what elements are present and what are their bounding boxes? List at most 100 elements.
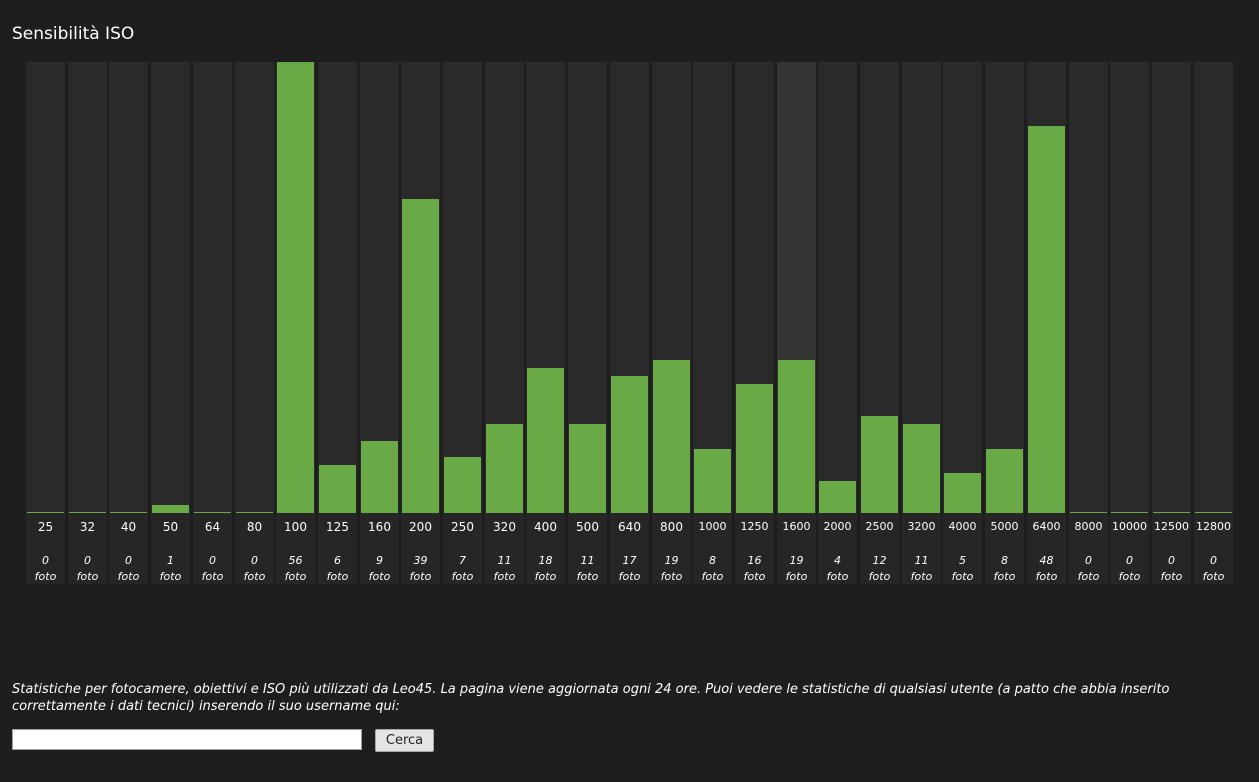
data-label-unit: foto [826,570,849,583]
bar-column-2000[interactable]: 2000 4 foto [818,62,857,584]
data-label-unit: foto [660,570,683,583]
bar-125 [319,465,356,513]
bar-column-100[interactable]: 100 56 foto [276,62,315,584]
data-label-unit: foto [201,570,224,583]
bar-column-6400[interactable]: 6400 48 foto [1027,62,1066,584]
bar-column-50[interactable]: 50 1 foto [151,62,190,584]
bar-column-2500[interactable]: 2500 12 foto [860,62,899,584]
tick-label-200: 200 [409,520,432,534]
tick-label-2500: 2500 [865,520,894,533]
bar-2500 [861,416,898,513]
search-button[interactable]: Cerca [375,729,434,752]
label-box [818,513,857,584]
bar-track [26,62,65,513]
label-box [985,513,1024,584]
label-box [151,513,190,584]
bar-column-640[interactable]: 640 17 foto [610,62,649,584]
bar-track [735,62,774,513]
bar-track [943,62,982,513]
tick-label-2000: 2000 [823,520,852,533]
bar-5000 [986,449,1023,513]
bar-column-1600[interactable]: 1600 19 foto [777,62,816,584]
data-label-count: 8 [1001,554,1008,567]
bar-column-800[interactable]: 800 19 foto [652,62,691,584]
bar-column-500[interactable]: 500 11 foto [568,62,607,584]
bar-column-250[interactable]: 250 7 foto [443,62,482,584]
bar-column-400[interactable]: 400 18 foto [526,62,565,584]
bar-column-12800[interactable]: 12800 0 foto [1194,62,1233,584]
data-label-count: 0 [1168,554,1175,567]
username-search-input[interactable] [12,729,362,750]
bar-track [276,62,315,513]
bar-column-160[interactable]: 160 9 foto [360,62,399,584]
data-label-unit: foto [493,570,516,583]
data-label-count: 0 [42,554,49,567]
tick-label-8000: 8000 [1074,520,1103,533]
data-label-unit: foto [1160,570,1183,583]
data-label-unit: foto [868,570,891,583]
bar-track [443,62,482,513]
bar-track [902,62,941,513]
bar-column-80[interactable]: 80 0 foto [235,62,274,584]
data-label-count: 19 [789,554,804,567]
bar-column-1250[interactable]: 1250 16 foto [735,62,774,584]
data-label-unit: foto [1118,570,1141,583]
data-label-unit: foto [1077,570,1100,583]
bar-track [1194,62,1233,513]
data-label-count: 11 [580,554,595,567]
tick-label-800: 800 [660,520,683,534]
bar-track [1110,62,1149,513]
bar-100 [277,62,314,513]
tick-label-80: 80 [246,520,263,534]
bar-column-8000[interactable]: 8000 0 foto [1069,62,1108,584]
bar-column-200[interactable]: 200 39 foto [401,62,440,584]
bar-column-25[interactable]: 25 0 foto [26,62,65,584]
bar-track [360,62,399,513]
data-label-unit: foto [326,570,349,583]
bar-160 [361,441,398,513]
bar-column-32[interactable]: 32 0 foto [68,62,107,584]
bar-1000 [694,449,731,513]
tick-label-500: 500 [576,520,599,534]
data-label-count: 7 [459,554,466,567]
bar-column-64[interactable]: 64 0 foto [193,62,232,584]
tick-label-640: 640 [618,520,641,534]
label-box [526,513,565,584]
bar-track [193,62,232,513]
tick-label-64: 64 [204,520,221,534]
tick-label-6400: 6400 [1032,520,1061,533]
bar-column-1000[interactable]: 1000 8 foto [693,62,732,584]
label-box [235,513,274,584]
bar-80 [236,512,273,513]
bar-column-10000[interactable]: 10000 0 foto [1110,62,1149,584]
bar-25 [27,512,64,513]
bar-2000 [819,481,856,513]
data-label-count: 0 [1126,554,1133,567]
tick-label-400: 400 [534,520,557,534]
data-label-count: 1 [167,554,174,567]
label-box [485,513,524,584]
bar-track [777,62,816,513]
bar-12800 [1195,512,1232,513]
bar-320 [486,424,523,513]
label-box [360,513,399,584]
bar-column-125[interactable]: 125 6 foto [318,62,357,584]
bar-column-3200[interactable]: 3200 11 foto [902,62,941,584]
tick-label-250: 250 [451,520,474,534]
tick-label-25: 25 [37,520,54,534]
data-label-count: 17 [622,554,637,567]
bar-track [526,62,565,513]
label-box [193,513,232,584]
bar-column-4000[interactable]: 4000 5 foto [943,62,982,584]
bar-column-5000[interactable]: 5000 8 foto [985,62,1024,584]
label-box [610,513,649,584]
data-label-unit: foto [117,570,140,583]
bar-track [818,62,857,513]
bar-track [1027,62,1066,513]
tick-label-125: 125 [326,520,349,534]
bar-column-12500[interactable]: 12500 0 foto [1152,62,1191,584]
bar-column-40[interactable]: 40 0 foto [109,62,148,584]
bar-6400 [1028,126,1065,513]
bar-column-320[interactable]: 320 11 foto [485,62,524,584]
bar-track [610,62,649,513]
